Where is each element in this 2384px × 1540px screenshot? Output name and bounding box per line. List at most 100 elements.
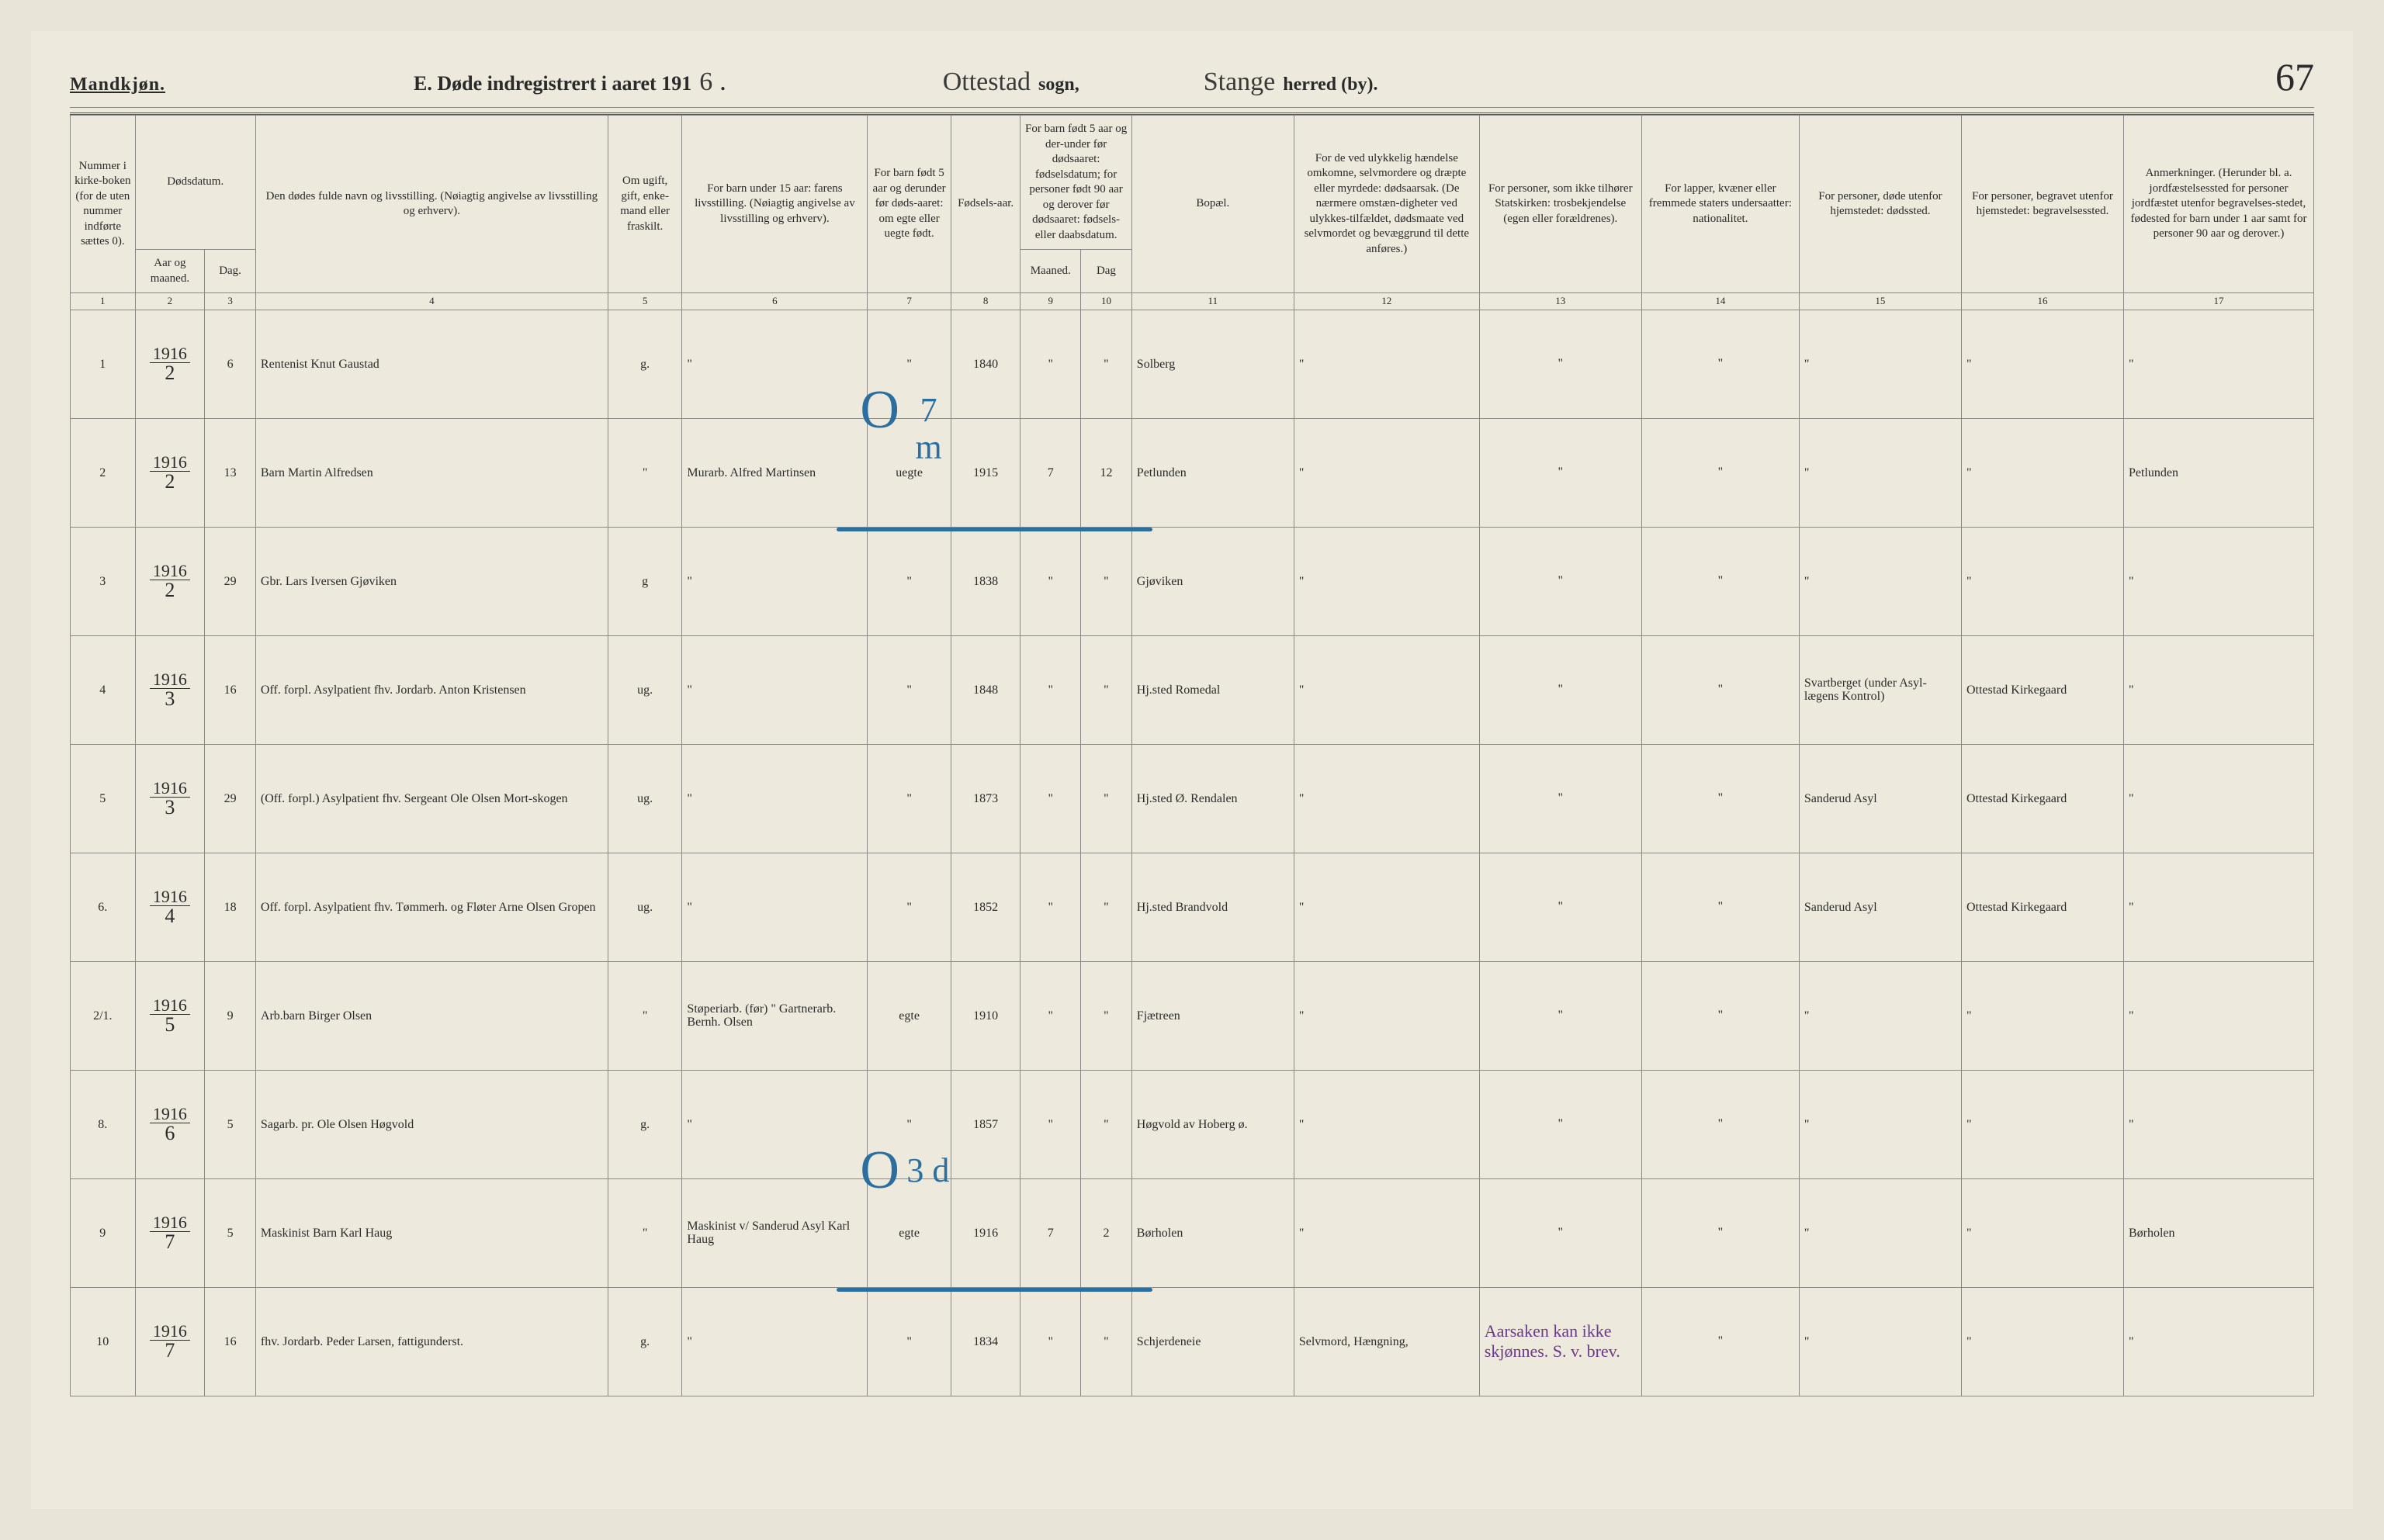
cell: Børholen [2123,1178,2313,1287]
cell-legit: egte [868,961,951,1070]
cell: g. [608,1070,682,1178]
cell: " [2123,310,2313,418]
cell: " [2123,635,2313,744]
cell: " [1081,1070,1132,1178]
cell: " [1081,744,1132,853]
cell: 13 [205,418,256,527]
cell: Hj.sted Romedal [1131,635,1294,744]
cell: " [1641,744,1799,853]
table-head: Nummer i kirke-boken (for de uten nummer… [71,116,2314,310]
cell: Schjerdeneie [1131,1287,1294,1396]
cell: " [1479,310,1641,418]
cell: 5 [205,1070,256,1178]
cell: 19163 [135,635,205,744]
cell: Barn Martin Alfredsen [255,418,608,527]
cell: 16 [205,635,256,744]
title-prefix: E. Døde indregistrert i aaret 191 [414,72,691,95]
colnum: 1 [71,293,136,310]
cell: g. [608,1287,682,1396]
sogn-block: Ottestad sogn, [943,67,1079,97]
table-row: 51916329(Off. forpl.) Asylpatient fhv. S… [71,744,2314,853]
cell: " [608,418,682,527]
cell: Solberg [1131,310,1294,418]
cell-legit: " [868,527,951,635]
cell: " [1641,1287,1799,1396]
cell: ug. [608,853,682,961]
cell: Ottestad Kirkegaard [1961,853,2123,961]
cell: " [1799,1287,1961,1396]
cell: " [682,635,868,744]
cell: " [1641,310,1799,418]
cell: 1840 [951,310,1020,418]
cell: " [1961,1287,2123,1396]
cell: " [1020,527,1081,635]
cell: Maskinist Barn Karl Haug [255,1178,608,1287]
cell: " [682,1287,868,1396]
cell: 18 [205,853,256,961]
cell: ug. [608,744,682,853]
cell: 1852 [951,853,1020,961]
col-header-5: Om ugift, gift, enke-mand eller fraskilt… [608,116,682,293]
cell: Selvmord, Hængning, [1294,1287,1479,1396]
col-header-2-aar: Aar og maaned. [135,250,205,293]
cell: 7 [1020,1178,1081,1287]
col-header-6: For barn under 15 aar: farens livsstilli… [682,116,868,293]
cell: " [1961,310,2123,418]
cell: 19162 [135,310,205,418]
colnum: 9 [1020,293,1081,310]
cell: " [682,1070,868,1178]
cell: " [1081,635,1132,744]
cell: 7 [1020,418,1081,527]
table-row: 6.1916418Off. forpl. Asylpatient fhv. Tø… [71,853,2314,961]
cell: 29 [205,527,256,635]
cell: Sanderud Asyl [1799,744,1961,853]
cell: 1915 [951,418,1020,527]
colnum: 15 [1799,293,1961,310]
cell: 1 [71,310,136,418]
cell: " [682,744,868,853]
cell-legit: " [868,310,951,418]
colnum: 16 [1961,293,2123,310]
cell: g. [608,310,682,418]
table-row: 31916229Gbr. Lars Iversen Gjøvikeng""183… [71,527,2314,635]
colnum: 2 [135,293,205,310]
gender-label: Mandkjøn. [70,74,165,95]
cell: " [1294,527,1479,635]
cell: " [682,527,868,635]
cell: " [1799,961,1961,1070]
colnum: 17 [2123,293,2313,310]
cell: Petlunden [1131,418,1294,527]
cell: 9 [71,1178,136,1287]
herred-name: Stange [1204,67,1276,97]
table-row: 9191675Maskinist Barn Karl Haug"Maskinis… [71,1178,2314,1287]
cell: " [1961,1178,2123,1287]
colnum: 12 [1294,293,1479,310]
table-row: 21916213Barn Martin Alfredsen"Murarb. Al… [71,418,2314,527]
cell: " [1020,853,1081,961]
cell: " [1799,418,1961,527]
page-header: Mandkjøn. E. Døde indregistrert i aaret … [70,54,2314,108]
cell: 19163 [135,744,205,853]
cell: Ottestad Kirkegaard [1961,635,2123,744]
colnum: 13 [1479,293,1641,310]
cell: " [1479,853,1641,961]
cell: " [1294,744,1479,853]
cell: " [682,310,868,418]
col-header-4: Den dødes fulde navn og livsstilling. (N… [255,116,608,293]
year-suffix: 6 [699,67,712,97]
table-row: 41916316Off. forpl. Asylpatient fhv. Jor… [71,635,2314,744]
cell: Fjætreen [1131,961,1294,1070]
col-header-9: For barn født 5 aar og der-under før død… [1020,116,1131,250]
page-number: 67 [2275,54,2314,99]
cell: " [1081,853,1132,961]
cell: 19167 [135,1287,205,1396]
col-header-9m: Maaned. [1020,250,1081,293]
cell: Gbr. Lars Iversen Gjøviken [255,527,608,635]
cell: 19165 [135,961,205,1070]
cell: 1848 [951,635,1020,744]
cell: 3 [71,527,136,635]
col-header-14: For lapper, kvæner eller fremmede stater… [1641,116,1799,293]
cell: " [1641,418,1799,527]
cell: Murarb. Alfred Martinsen [682,418,868,527]
column-numbers-row: 1 2 3 4 5 6 7 8 9 10 11 12 13 14 15 16 1… [71,293,2314,310]
